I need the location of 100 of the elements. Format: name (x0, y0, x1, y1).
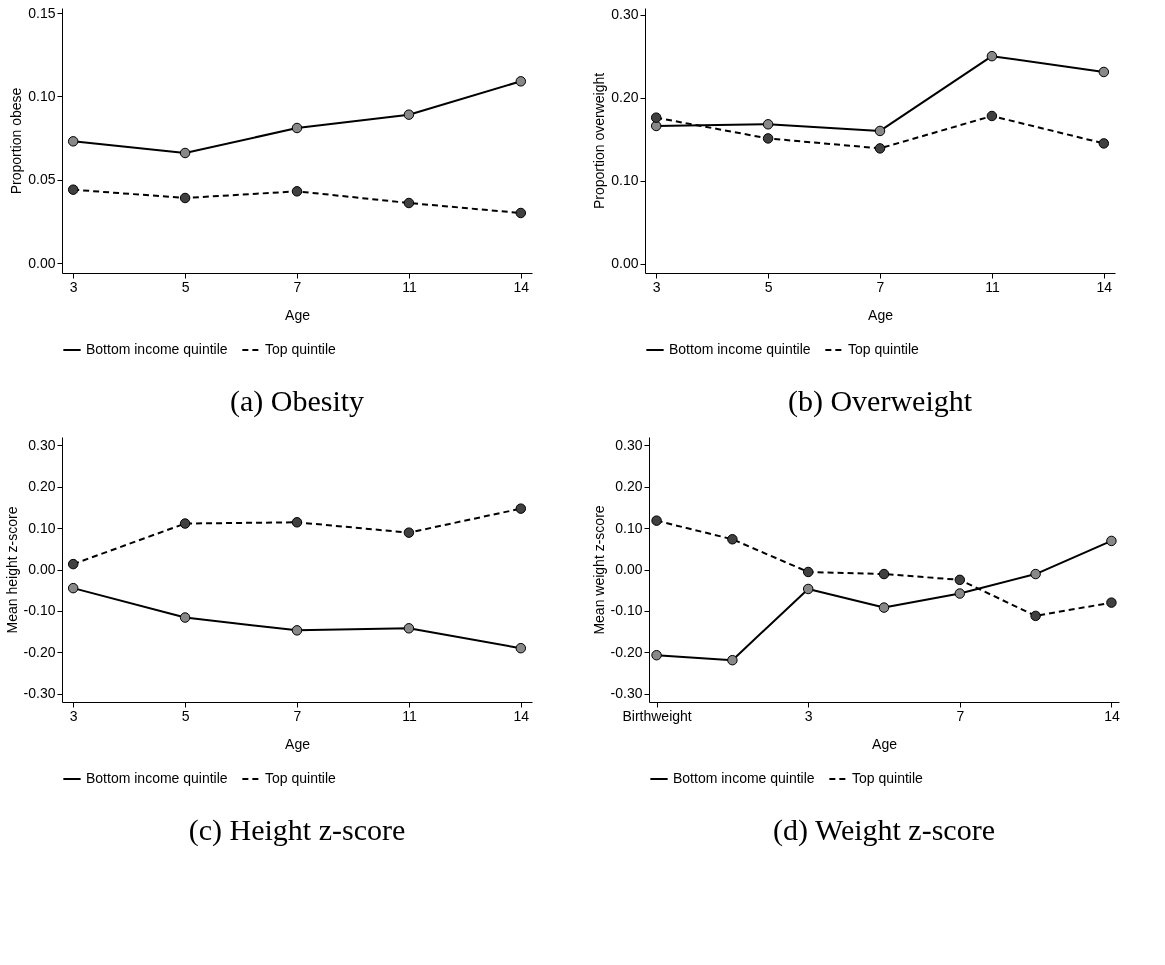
x-axis-title: Age (868, 306, 894, 323)
y-tick-label: 0.00 (615, 561, 643, 577)
y-tick-label: -0.30 (23, 685, 56, 702)
point (1030, 610, 1041, 622)
point (67, 558, 79, 570)
text: (c) Height z-score (188, 813, 406, 847)
y-tick-label: -0.10 (610, 602, 643, 619)
point (1098, 138, 1110, 149)
y-tick-label: 0.30 (28, 436, 56, 453)
point (878, 602, 890, 613)
y-tick-label: 0.30 (615, 436, 643, 453)
point (179, 612, 191, 623)
point (878, 568, 890, 580)
y-tick-label: 0.10 (611, 172, 639, 189)
x-axis-title: Age (285, 306, 311, 323)
x-tick-label: 11 (402, 278, 417, 295)
x-tick-label: 7 (293, 707, 302, 724)
point (727, 534, 738, 545)
x-tick-label: 14 (513, 278, 530, 295)
point (762, 119, 774, 130)
point (515, 503, 527, 514)
x-tick-label: 14 (1104, 707, 1120, 724)
point (403, 527, 415, 538)
x-tick-label: 3 (69, 707, 78, 724)
point (954, 574, 966, 586)
point (874, 125, 886, 137)
y-tick-label: 0.00 (28, 561, 56, 577)
x-axis-title: Age (285, 735, 311, 752)
point (874, 143, 886, 154)
x-tick-label: Birthweight (622, 707, 692, 724)
point (179, 192, 191, 204)
y-tick-label: 0.00 (28, 254, 56, 271)
point (291, 625, 303, 636)
text: (a) Obesity (229, 384, 365, 418)
point (403, 197, 415, 209)
x-tick-label: 14 (1096, 278, 1113, 295)
legend-label: Top quintile (852, 770, 924, 786)
point (651, 515, 662, 526)
y-tick-label: -0.30 (610, 685, 643, 702)
point (515, 642, 527, 654)
x-tick-label: 11 (402, 707, 417, 724)
y-tick-label: 0.10 (28, 87, 56, 104)
point (1106, 535, 1117, 547)
x-tick-label: 3 (804, 707, 813, 724)
y-tick-label: 0.20 (615, 478, 643, 495)
point (291, 517, 303, 528)
point (515, 207, 527, 219)
x-tick-label: 5 (181, 278, 190, 295)
y-axis-title: Mean height z-score (3, 506, 20, 634)
y-tick-label: -0.10 (23, 602, 56, 619)
point (954, 588, 966, 599)
point (403, 109, 415, 120)
point (650, 112, 662, 123)
y-tick-label: 0.10 (615, 519, 643, 536)
text: (b) Overweight (787, 384, 973, 418)
point (1030, 568, 1041, 580)
y-tick-label: 0.20 (611, 89, 639, 106)
legend-label: Bottom income quintile (669, 341, 811, 357)
x-tick-label: 7 (876, 278, 885, 295)
point (179, 147, 191, 159)
point (727, 654, 738, 666)
point (291, 122, 303, 134)
legend-label: Top quintile (265, 341, 337, 357)
legend-label: Bottom income quintile (86, 770, 228, 786)
x-tick-label: 3 (652, 278, 661, 295)
y-tick-label: 0.05 (28, 171, 56, 188)
x-axis-title: Age (872, 735, 898, 752)
point (986, 110, 998, 122)
y-tick-label: 0.20 (28, 478, 56, 495)
point (67, 136, 79, 147)
y-tick-label: -0.20 (610, 643, 643, 660)
point (802, 583, 814, 595)
point (986, 50, 998, 62)
point (67, 582, 79, 594)
y-axis-title: Proportion overweight (591, 72, 608, 210)
x-tick-label: 7 (293, 278, 302, 295)
point (762, 133, 774, 144)
y-tick-label: 0.15 (28, 4, 56, 21)
x-tick-label: 5 (181, 707, 190, 724)
point (403, 623, 415, 634)
x-tick-label: 11 (985, 278, 1000, 295)
point (67, 184, 79, 195)
point (515, 76, 527, 87)
legend-label: Bottom income quintile (673, 770, 815, 786)
y-tick-label: 0.00 (611, 255, 639, 272)
point (802, 566, 814, 578)
y-tick-label: 0.10 (28, 519, 56, 536)
point (1106, 597, 1117, 608)
point (179, 518, 191, 529)
x-tick-label: 5 (764, 278, 773, 295)
y-axis-title: Mean weight z-score (590, 505, 607, 635)
y-tick-label: -0.20 (23, 643, 56, 660)
x-tick-label: 3 (69, 278, 78, 295)
point (291, 186, 303, 197)
text: (d) Weight z-score (773, 813, 995, 847)
x-tick-label: 14 (513, 707, 530, 724)
legend-label: Top quintile (848, 341, 920, 357)
legend-label: Top quintile (265, 770, 337, 786)
point (1098, 66, 1110, 78)
point (651, 649, 662, 661)
